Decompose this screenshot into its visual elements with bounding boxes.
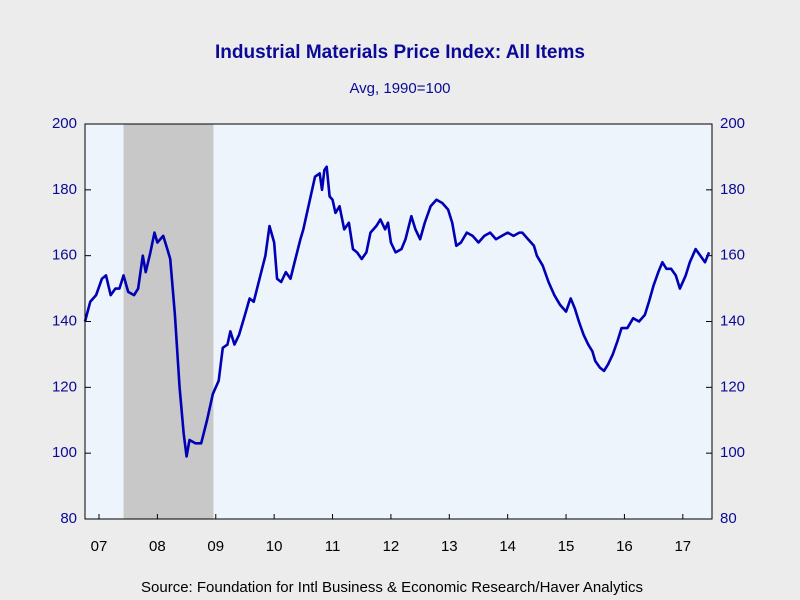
x-tick-label: 16: [616, 538, 633, 555]
y-tick-label: 100: [52, 444, 77, 461]
y-tick-label: 140: [52, 312, 77, 329]
x-tick-label: 07: [91, 538, 108, 555]
recession-shade: [123, 124, 214, 519]
x-tick-label: 14: [499, 538, 516, 555]
y2-tick-label: 80: [720, 510, 737, 527]
x-tick-label: 15: [558, 538, 575, 555]
chart-title: Industrial Materials Price Index: All It…: [215, 42, 585, 63]
y-tick-label: 180: [52, 181, 77, 198]
y-tick-label: 80: [60, 510, 77, 527]
x-tick-label: 11: [325, 538, 341, 555]
y-tick-label: 120: [52, 378, 77, 395]
x-tick-label: 12: [383, 538, 400, 555]
y2-tick-label: 120: [720, 378, 745, 395]
chart-subtitle: Avg, 1990=100: [349, 80, 450, 97]
y-tick-label: 160: [52, 247, 77, 264]
x-tick-label: 17: [674, 538, 691, 555]
source: Source: Foundation for Intl Business & E…: [141, 579, 643, 596]
x-tick-label: 10: [266, 538, 283, 555]
plot-frame: [84, 123, 713, 520]
data-line: [83, 165, 711, 458]
x-tick-label: 08: [149, 538, 166, 555]
x-tick-label: 13: [441, 538, 458, 555]
y2-tick-label: 100: [720, 444, 745, 461]
y2-tick-label: 200: [720, 115, 745, 132]
y2-tick-label: 160: [720, 247, 745, 264]
y2-tick-label: 180: [720, 181, 745, 198]
y-tick-label: 200: [52, 115, 77, 132]
x-tick-label: 09: [207, 538, 224, 555]
y2-tick-label: 140: [720, 312, 745, 329]
